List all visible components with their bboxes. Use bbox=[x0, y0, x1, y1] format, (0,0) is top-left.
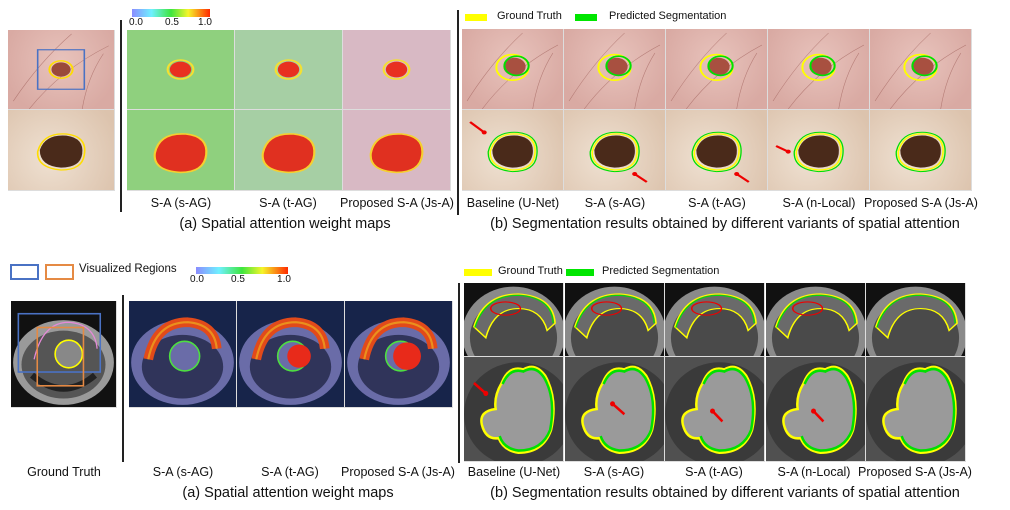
divider bbox=[457, 10, 459, 215]
attention-label: Proposed S-A (Js-A) bbox=[340, 196, 454, 210]
segmentation-result bbox=[462, 29, 564, 110]
segmentation-result bbox=[666, 110, 768, 191]
segmentation-result bbox=[564, 283, 665, 357]
attention-label: S-A (s-AG) bbox=[150, 196, 212, 210]
segmentation-result bbox=[665, 283, 765, 357]
segmentation-label: S-A (t-AG) bbox=[685, 465, 743, 479]
segmentation-result bbox=[866, 283, 966, 357]
attention-label: S-A (t-AG) bbox=[261, 465, 319, 479]
segmentation-result bbox=[765, 283, 866, 357]
segmentation-result bbox=[665, 357, 765, 462]
attention-map bbox=[235, 30, 343, 110]
dermoscopy-image bbox=[8, 30, 115, 110]
segmentation-result bbox=[870, 29, 972, 110]
attention-label: S-A (t-AG) bbox=[259, 196, 317, 210]
attention-map bbox=[345, 301, 453, 408]
ground-truth-label: Ground Truth bbox=[27, 465, 101, 479]
legend-swatch-ground-truth bbox=[464, 269, 492, 276]
colorbar-tick: 0.0 bbox=[190, 274, 204, 285]
attention-map bbox=[129, 301, 237, 408]
legend-ground-truth: Ground Truth bbox=[497, 10, 562, 22]
caption-a: (a) Spatial attention weight maps bbox=[179, 216, 391, 232]
caption-b: (b) Segmentation results obtained by dif… bbox=[490, 216, 960, 232]
legend-swatch-ground-truth bbox=[465, 14, 487, 21]
segmentation-result bbox=[765, 357, 866, 462]
region-box-blue bbox=[10, 264, 39, 280]
legend-swatch-predicted bbox=[566, 269, 594, 276]
segmentation-label: Proposed S-A (Js-A) bbox=[864, 196, 978, 210]
attention-label: S-A (s-AG) bbox=[152, 465, 214, 479]
legend-ground-truth: Ground Truth bbox=[498, 265, 563, 277]
colorbar bbox=[196, 267, 288, 274]
attention-map bbox=[127, 110, 235, 191]
segmentation-label: Baseline (U-Net) bbox=[467, 465, 561, 479]
segmentation-label: Proposed S-A (Js-A) bbox=[858, 465, 972, 479]
colorbar-tick: 1.0 bbox=[277, 274, 291, 285]
attention-map bbox=[237, 301, 345, 408]
segmentation-label: S-A (n-Local) bbox=[777, 465, 851, 479]
colorbar-tick: 0.0 bbox=[129, 17, 143, 28]
divider bbox=[458, 283, 460, 463]
regions-legend: Visualized Regions bbox=[79, 263, 177, 275]
segmentation-result bbox=[464, 357, 564, 462]
segmentation-result bbox=[768, 110, 870, 191]
dermoscopy-image bbox=[8, 110, 115, 191]
segmentation-result bbox=[768, 29, 870, 110]
segmentation-result bbox=[866, 357, 966, 462]
attention-map bbox=[235, 110, 343, 191]
segmentation-result bbox=[564, 357, 665, 462]
legend-predicted: Predicted Segmentation bbox=[602, 265, 720, 277]
segmentation-label: S-A (s-AG) bbox=[583, 465, 645, 479]
attention-map bbox=[127, 30, 235, 110]
attention-label: Proposed S-A (Js-A) bbox=[341, 465, 455, 479]
mri-image bbox=[11, 301, 117, 408]
segmentation-result bbox=[564, 29, 666, 110]
divider bbox=[122, 295, 124, 462]
legend-predicted: Predicted Segmentation bbox=[609, 10, 727, 22]
legend-swatch-predicted bbox=[575, 14, 597, 21]
region-box-orange bbox=[45, 264, 74, 280]
attention-map bbox=[343, 30, 451, 110]
colorbar-tick: 0.5 bbox=[231, 274, 245, 285]
caption-a: (a) Spatial attention weight maps bbox=[182, 485, 394, 501]
segmentation-label: S-A (s-AG) bbox=[584, 196, 646, 210]
segmentation-label: S-A (n-Local) bbox=[782, 196, 856, 210]
divider bbox=[120, 20, 122, 212]
attention-map bbox=[343, 110, 451, 191]
segmentation-result bbox=[870, 110, 972, 191]
segmentation-result bbox=[464, 283, 564, 357]
colorbar-tick: 0.5 bbox=[165, 17, 179, 28]
segmentation-label: S-A (t-AG) bbox=[688, 196, 746, 210]
segmentation-result bbox=[462, 110, 564, 191]
colorbar bbox=[132, 9, 210, 17]
segmentation-label: Baseline (U-Net) bbox=[466, 196, 560, 210]
caption-b: (b) Segmentation results obtained by dif… bbox=[490, 485, 960, 501]
colorbar-tick: 1.0 bbox=[198, 17, 212, 28]
segmentation-result bbox=[564, 110, 666, 191]
segmentation-result bbox=[666, 29, 768, 110]
